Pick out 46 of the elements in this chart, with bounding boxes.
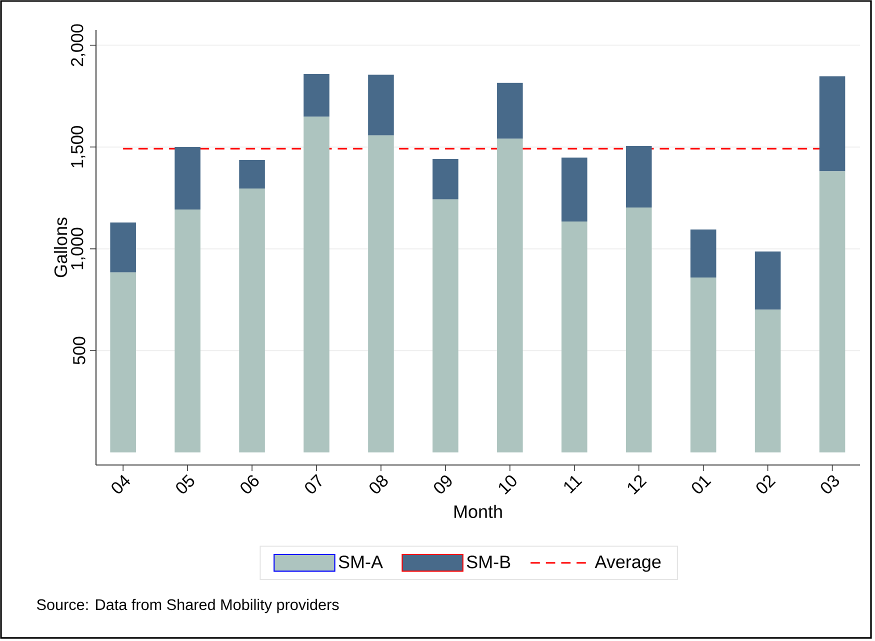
bar — [432, 199, 458, 452]
bar — [174, 147, 200, 210]
x-tick-label: 03 — [820, 475, 840, 494]
y-tick-label: 1,500 — [70, 126, 86, 168]
x-tick-label: 09 — [434, 476, 452, 494]
bar — [754, 310, 781, 452]
x-axis-title: Month — [454, 504, 502, 518]
x-tick-label: 01 — [692, 476, 712, 494]
bar — [239, 188, 265, 452]
bar — [819, 76, 846, 172]
x-tick-label: 05 — [176, 474, 194, 494]
x-tick-label: 07 — [305, 474, 322, 494]
legend-label: SM-A — [338, 556, 383, 568]
bar — [690, 278, 716, 452]
bar — [690, 229, 716, 278]
legend-label: Average — [594, 556, 661, 572]
y-tick-label: 1,000 — [70, 228, 86, 270]
x-tick-label: 10 — [498, 475, 516, 494]
bar — [432, 159, 458, 200]
bar — [368, 74, 394, 136]
y-tick-label: 2,000 — [70, 24, 86, 66]
x-tick-label: 04 — [112, 474, 130, 494]
y-tick-label: 500 — [73, 336, 86, 364]
bar — [561, 222, 588, 452]
bar — [819, 171, 846, 452]
bar — [304, 116, 330, 452]
bar — [497, 138, 523, 452]
x-tick-label: 06 — [240, 475, 259, 494]
legend-label: SM-B — [466, 556, 510, 568]
bar — [239, 160, 265, 189]
bar — [368, 135, 394, 452]
x-tick-label: 08 — [370, 475, 388, 494]
x-tick-label: 12 — [628, 475, 647, 494]
bar — [110, 222, 136, 272]
source-note: Source: Data from Shared Mobility providers — [36, 598, 339, 614]
bar — [754, 251, 781, 310]
bar — [561, 158, 588, 222]
bar — [110, 272, 136, 452]
bar — [304, 74, 330, 117]
bar — [497, 82, 523, 139]
bar — [626, 207, 652, 452]
bar — [626, 146, 652, 208]
x-tick-label: 02 — [756, 475, 776, 494]
bar — [174, 210, 200, 452]
y-axis-title: Gallons — [54, 218, 68, 278]
x-tick-label: 11 — [564, 476, 582, 494]
